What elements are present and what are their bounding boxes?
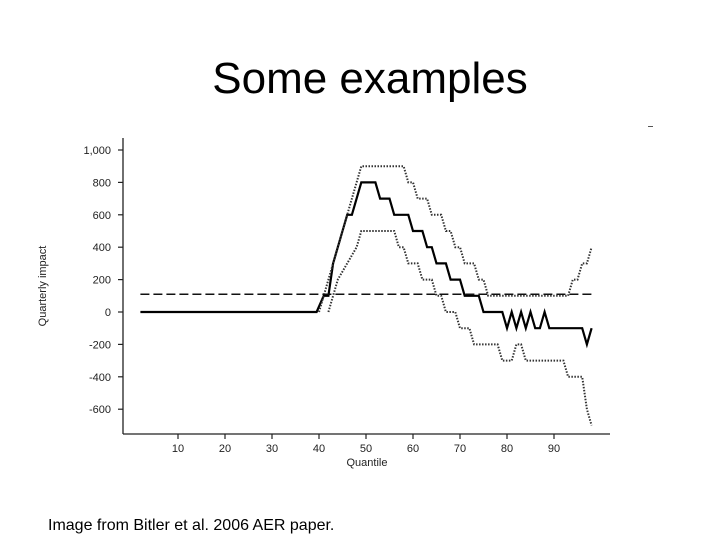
y-tick-label: -200 [89,339,111,351]
y-tick-label: 800 [93,177,111,189]
x-tick-label: 50 [360,443,372,455]
y-tick-label: 1,000 [83,145,111,157]
y-tick-label: 400 [93,242,111,254]
y-axis-ticks: 1,000 800 600 400 200 0 -200 -400 -600 [83,145,123,416]
x-tick-label: 70 [454,443,466,455]
estimate-line [140,181,593,349]
y-tick-label: 600 [93,210,111,222]
y-tick-label: 200 [93,275,111,287]
y-tick-label: 0 [105,307,111,319]
x-tick-label: 80 [501,443,513,455]
chart-series [140,165,593,426]
upper-band-line [318,165,593,313]
image-source-caption: Image from Bitler et al. 2006 AER paper. [48,517,335,534]
x-axis-ticks: 10 20 30 40 50 60 70 80 90 [172,434,560,455]
x-tick-label: 10 [172,443,184,455]
x-tick-label: 20 [219,443,231,455]
x-tick-label: 60 [407,443,419,455]
y-axis-label: Quarterly impact [37,246,49,327]
x-tick-label: 40 [313,443,325,455]
x-tick-label: 90 [548,443,560,455]
y-tick-label: -400 [89,372,111,384]
slide-title: Some examples [212,54,528,103]
x-tick-label: 30 [266,443,278,455]
stray-dash-mark [648,126,653,127]
y-tick-label: -600 [89,404,111,416]
x-axis-label: Quantile [347,457,388,469]
